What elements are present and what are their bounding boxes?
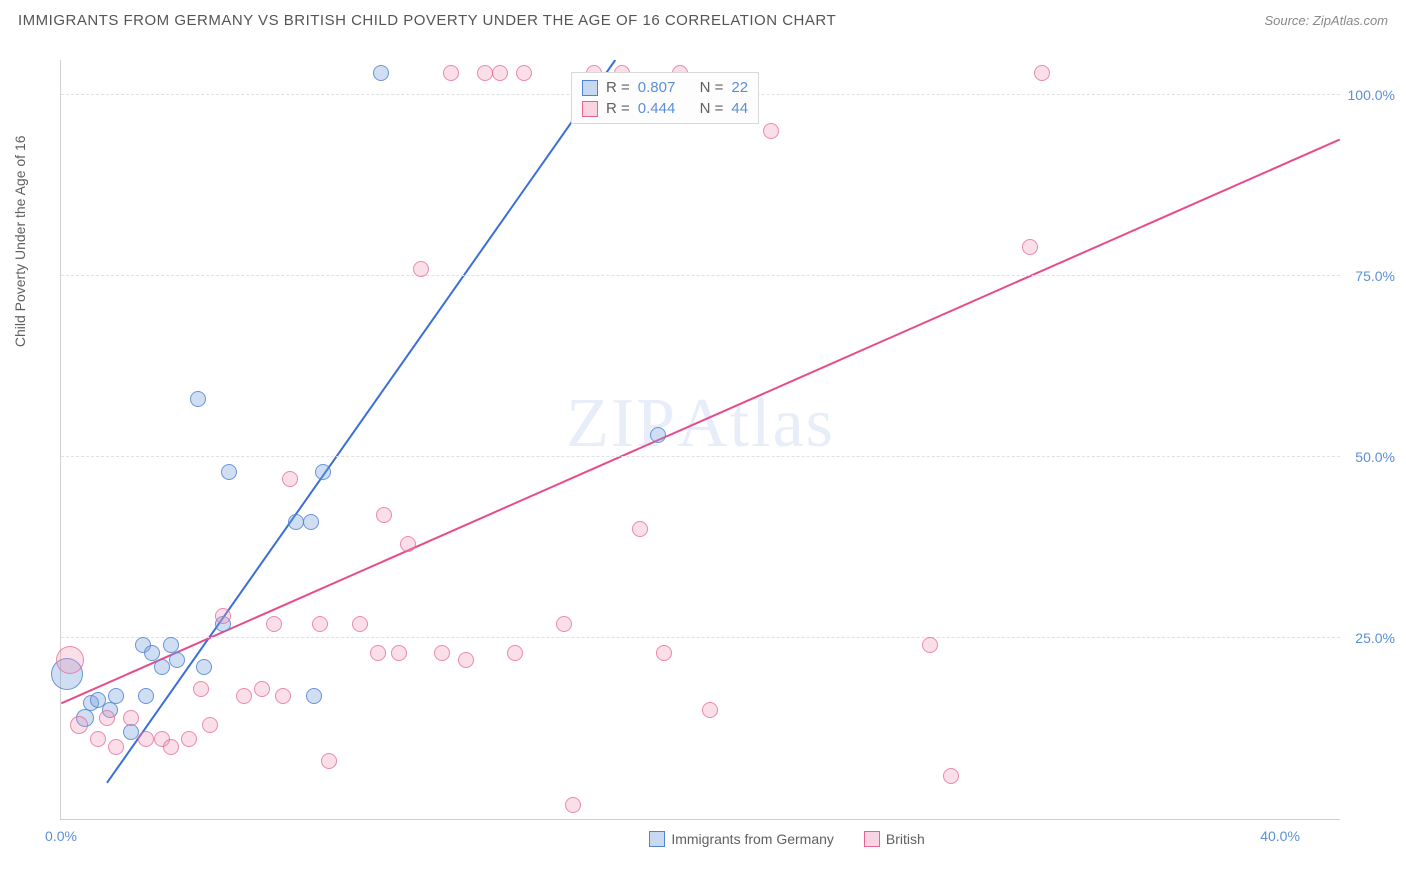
correlation-legend: R = 0.807 N = 22 R = 0.444 N = 44	[571, 72, 759, 124]
legend-n-label: N =	[700, 79, 724, 96]
legend-n-value: 44	[731, 100, 748, 117]
source-label: Source: ZipAtlas.com	[1264, 13, 1388, 28]
legend-swatch	[582, 101, 598, 117]
scatter-point	[458, 652, 474, 668]
scatter-point	[169, 652, 185, 668]
scatter-point	[1034, 65, 1050, 81]
scatter-point	[516, 65, 532, 81]
scatter-point	[312, 616, 328, 632]
y-axis-title: Child Poverty Under the Age of 16	[12, 135, 28, 347]
trend-line	[107, 60, 615, 783]
scatter-point	[477, 65, 493, 81]
legend-r-label: R =	[606, 100, 630, 117]
scatter-point	[123, 724, 139, 740]
scatter-point	[492, 65, 508, 81]
scatter-point	[565, 797, 581, 813]
chart-title: IMMIGRANTS FROM GERMANY VS BRITISH CHILD…	[18, 12, 836, 29]
scatter-point	[56, 646, 84, 674]
trend-line	[61, 140, 1339, 704]
scatter-point	[123, 710, 139, 726]
scatter-point	[266, 616, 282, 632]
legend-r-value: 0.444	[638, 100, 676, 117]
scatter-point	[922, 637, 938, 653]
legend-n-label: N =	[700, 100, 724, 117]
scatter-point	[352, 616, 368, 632]
scatter-point	[443, 65, 459, 81]
scatter-point	[70, 716, 88, 734]
scatter-point	[144, 645, 160, 661]
y-tick-label: 50.0%	[1355, 449, 1395, 465]
scatter-point	[154, 659, 170, 675]
scatter-point	[275, 688, 291, 704]
scatter-point	[943, 768, 959, 784]
scatter-point	[556, 616, 572, 632]
trend-lines	[61, 60, 1340, 819]
scatter-point	[196, 659, 212, 675]
scatter-point	[236, 688, 252, 704]
scatter-point	[138, 731, 154, 747]
scatter-point	[215, 608, 231, 624]
series-legend: Immigrants from Germany British	[649, 831, 925, 847]
chart-container: Child Poverty Under the Age of 16 ZIPAtl…	[50, 50, 1390, 840]
scatter-point	[763, 123, 779, 139]
y-tick-label: 25.0%	[1355, 630, 1395, 646]
scatter-point	[99, 710, 115, 726]
x-tick-label: 40.0%	[1260, 828, 1300, 844]
legend-label: Immigrants from Germany	[671, 831, 834, 847]
y-tick-label: 75.0%	[1355, 268, 1395, 284]
gridline	[61, 275, 1340, 276]
watermark: ZIPAtlas	[566, 384, 835, 464]
legend-n-value: 22	[731, 79, 748, 96]
x-tick-label: 0.0%	[45, 828, 77, 844]
scatter-point	[373, 65, 389, 81]
legend-row: R = 0.807 N = 22	[582, 77, 748, 98]
legend-row: R = 0.444 N = 44	[582, 98, 748, 119]
scatter-point	[391, 645, 407, 661]
scatter-point	[190, 391, 206, 407]
legend-label: British	[886, 831, 925, 847]
scatter-point	[370, 645, 386, 661]
scatter-point	[400, 536, 416, 552]
gridline	[61, 637, 1340, 638]
scatter-point	[702, 702, 718, 718]
legend-r-label: R =	[606, 79, 630, 96]
scatter-point	[288, 514, 304, 530]
legend-item: British	[864, 831, 925, 847]
scatter-point	[90, 731, 106, 747]
gridline	[61, 456, 1340, 457]
scatter-point	[321, 753, 337, 769]
legend-swatch	[864, 831, 880, 847]
scatter-point	[193, 681, 209, 697]
plot-area: ZIPAtlas 25.0%50.0%75.0%100.0%0.0%40.0% …	[60, 60, 1340, 820]
scatter-point	[221, 464, 237, 480]
scatter-point	[376, 507, 392, 523]
scatter-point	[413, 261, 429, 277]
scatter-point	[282, 471, 298, 487]
legend-swatch	[582, 80, 598, 96]
scatter-point	[315, 464, 331, 480]
scatter-point	[108, 739, 124, 755]
legend-item: Immigrants from Germany	[649, 831, 834, 847]
scatter-point	[254, 681, 270, 697]
scatter-point	[632, 521, 648, 537]
scatter-point	[306, 688, 322, 704]
scatter-point	[1022, 239, 1038, 255]
scatter-point	[138, 688, 154, 704]
scatter-point	[202, 717, 218, 733]
scatter-point	[650, 427, 666, 443]
scatter-point	[108, 688, 124, 704]
scatter-point	[303, 514, 319, 530]
scatter-point	[656, 645, 672, 661]
scatter-point	[163, 739, 179, 755]
y-tick-label: 100.0%	[1348, 87, 1395, 103]
legend-r-value: 0.807	[638, 79, 676, 96]
scatter-point	[507, 645, 523, 661]
scatter-point	[434, 645, 450, 661]
scatter-point	[181, 731, 197, 747]
legend-swatch	[649, 831, 665, 847]
